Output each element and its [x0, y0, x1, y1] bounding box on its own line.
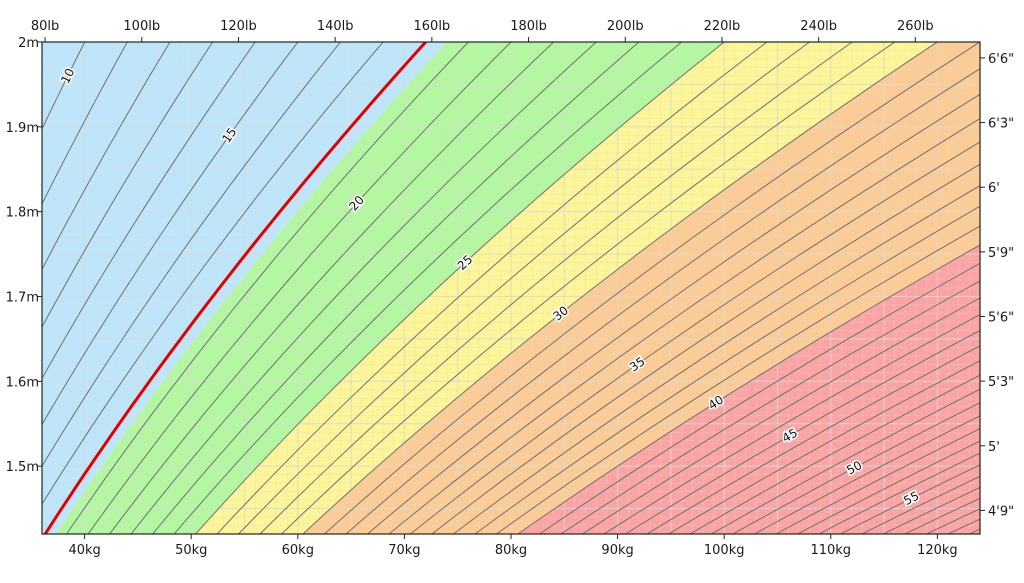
left-tick-label: 1.7m [6, 290, 39, 305]
left-tick-label: 1.9m [6, 121, 39, 136]
top-tick-label: 240lb [800, 19, 837, 34]
right-tick-label: 6' [988, 181, 1000, 196]
top-tick-label: 140lb [317, 19, 354, 34]
right-tick-label: 5' [988, 440, 1000, 455]
bottom-tick-label: 70kg [388, 543, 420, 558]
left-tick-label: 1.6m [6, 375, 39, 390]
bmi-contour-line [995, 25, 1024, 551]
right-tick-label: 5'6" [988, 311, 1014, 326]
top-tick-label: 180lb [510, 19, 547, 34]
bottom-tick-label: 60kg [282, 543, 314, 558]
top-tick-label: 160lb [414, 19, 451, 34]
right-tick-label: 5'9" [988, 246, 1014, 261]
bottom-tick-label: 100kg [704, 543, 745, 558]
top-tick-label: 80lb [31, 19, 59, 34]
bottom-tick-label: 90kg [601, 543, 633, 558]
right-tick-label: 6'6" [988, 52, 1014, 67]
left-tick-label: 1.5m [6, 460, 39, 475]
right-tick-label: 6'3" [988, 117, 1014, 132]
bottom-tick-label: 120kg [917, 543, 958, 558]
top-tick-label: 260lb [897, 19, 934, 34]
top-tick-label: 200lb [607, 19, 644, 34]
right-tick-label: 5'3" [988, 375, 1014, 390]
top-tick-label: 220lb [704, 19, 741, 34]
left-tick-label: 1.8m [6, 206, 39, 221]
bottom-tick-label: 50kg [175, 543, 207, 558]
bottom-tick-label: 80kg [495, 543, 527, 558]
top-tick-label: 120lb [220, 19, 257, 34]
right-tick-label: 4'9" [988, 504, 1014, 519]
bmi-contour-line [975, 25, 1024, 551]
left-tick-label: 2m [18, 36, 39, 51]
bottom-tick-label: 40kg [68, 543, 100, 558]
top-tick-label: 100lb [123, 19, 160, 34]
bottom-tick-label: 110kg [810, 543, 851, 558]
